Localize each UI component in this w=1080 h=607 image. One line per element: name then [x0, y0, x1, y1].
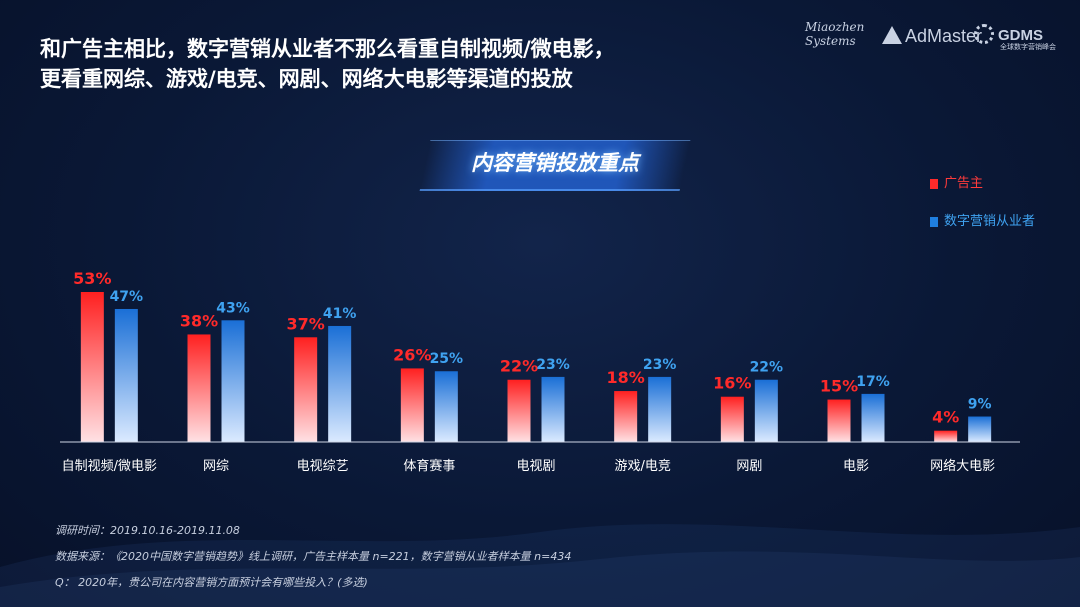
bar-practitioner-2	[328, 325, 352, 442]
category-label-5: 游戏/电竞	[614, 458, 670, 474]
admaster-logo: AdMaster	[882, 26, 982, 47]
category-label-6: 网剧	[736, 459, 762, 474]
data-label-advertiser-2: 37%	[287, 314, 325, 333]
headline-line-1: 和广告主相比，数字营销从业者不那么看重自制视频/微电影，	[40, 37, 615, 61]
miaozhen-logo-line-2: Systems	[805, 34, 856, 48]
category-label-0: 自制视频/微电影	[62, 459, 157, 474]
bar-advertiser-3	[400, 368, 424, 442]
footnote-source: 数据来源：《2020中国数字营销趋势》线上调研，广告主样本量 n=221，数字营…	[55, 550, 572, 563]
bar-practitioner-3	[434, 371, 458, 442]
bar-advertiser-4	[507, 379, 531, 442]
bar-practitioner-0	[114, 308, 138, 442]
data-label-advertiser-0: 53%	[73, 269, 111, 288]
footnotes: 调研时间：2019.10.16-2019.11.08 数据来源：《2020中国数…	[55, 518, 571, 596]
bar-advertiser-0	[80, 292, 104, 442]
bar-practitioner-1	[221, 320, 245, 442]
data-label-practitioner-3: 25%	[430, 351, 464, 367]
data-label-practitioner-6: 22%	[750, 360, 784, 376]
data-label-practitioner-7: 17%	[856, 374, 890, 390]
bar-practitioner-8	[968, 416, 992, 442]
legend-label-practitioner: 数字营销从业者	[944, 214, 1036, 229]
bar-practitioner-7	[861, 393, 885, 442]
legend-item-advertiser: 广告主	[930, 172, 1040, 196]
admaster-logo-text: AdMaster	[905, 26, 983, 46]
data-label-practitioner-5: 23%	[643, 357, 677, 373]
bar-practitioner-4	[541, 376, 565, 442]
category-label-2: 电视综艺	[297, 459, 349, 474]
data-label-practitioner-1: 43%	[216, 300, 250, 316]
footnote-question: Q： 2020年，贵公司在内容营销方面预计会有哪些投入？(多选)	[55, 576, 368, 589]
legend-swatch-practitioner	[930, 217, 938, 227]
bar-advertiser-7	[827, 399, 851, 442]
category-label-1: 网综	[203, 459, 229, 474]
data-label-advertiser-3: 26%	[393, 345, 431, 364]
miaozhen-logo: Miaozhen Systems	[805, 20, 865, 48]
bar-practitioner-6	[754, 379, 778, 442]
bar-practitioner-5	[648, 376, 672, 442]
chart-legend: 广告主 数字营销从业者	[930, 172, 1040, 248]
gdms-mark-icon	[974, 24, 994, 44]
category-label-7: 电影	[843, 459, 869, 474]
bar-advertiser-8	[934, 430, 958, 442]
data-label-advertiser-1: 38%	[180, 311, 218, 330]
data-label-advertiser-6: 16%	[713, 374, 751, 393]
bar-advertiser-6	[720, 396, 744, 442]
bar-advertiser-1	[187, 334, 211, 442]
miaozhen-logo-line-1: Miaozhen	[805, 20, 865, 34]
data-label-advertiser-4: 22%	[500, 357, 538, 376]
data-label-practitioner-0: 47%	[110, 289, 144, 305]
bar-advertiser-5	[614, 391, 638, 442]
category-label-8: 网络大电影	[930, 458, 995, 474]
gdms-logo: GDMS 全球数字营销峰会	[974, 24, 1056, 52]
category-label-3: 体育赛事	[403, 458, 455, 474]
data-label-practitioner-8: 9%	[968, 397, 992, 413]
headline-line-2: 更看重网综、游戏/电竞、网剧、网络大电影等渠道的投放	[40, 67, 573, 91]
legend-item-practitioner: 数字营销从业者	[930, 210, 1040, 234]
gdms-logo-subtitle: 全球数字营销峰会	[1000, 44, 1056, 51]
admaster-mark-icon	[882, 26, 902, 44]
data-label-advertiser-5: 18%	[607, 368, 645, 387]
bar-advertiser-2	[294, 337, 318, 442]
legend-label-advertiser: 广告主	[944, 176, 984, 191]
data-label-practitioner-2: 41%	[323, 306, 357, 322]
bars-group: 53%47% 自制视频/微电影 38%43% 网综 37%41% 电视综艺 26%25% 体育…	[62, 269, 996, 474]
data-label-advertiser-7: 15%	[820, 377, 858, 396]
headline: 和广告主相比，数字营销从业者不那么看重自制视频/微电影， 更看重网综、游戏/电竞…	[40, 34, 800, 94]
chart-title: 内容营销投放重点	[471, 151, 639, 175]
data-label-practitioner-4: 23%	[536, 357, 570, 373]
footnote-survey-time: 调研时间：2019.10.16-2019.11.08	[55, 524, 240, 537]
legend-swatch-advertiser	[930, 179, 938, 189]
data-label-advertiser-8: 4%	[932, 408, 959, 427]
gdms-logo-text: GDMS	[998, 27, 1043, 44]
category-label-4: 电视剧	[516, 459, 555, 474]
